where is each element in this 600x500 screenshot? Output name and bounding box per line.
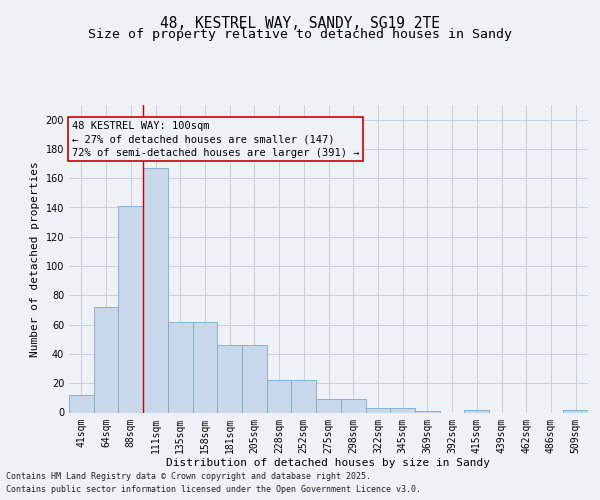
Bar [143,168,168,412]
Bar [464,410,489,412]
Bar [94,307,118,412]
Bar [168,322,193,412]
Y-axis label: Number of detached properties: Number of detached properties [30,161,40,356]
Bar [242,345,267,412]
Bar [193,322,217,412]
Bar [69,395,94,412]
X-axis label: Distribution of detached houses by size in Sandy: Distribution of detached houses by size … [167,458,491,468]
Bar [316,400,341,412]
Text: 48 KESTREL WAY: 100sqm
← 27% of detached houses are smaller (147)
72% of semi-de: 48 KESTREL WAY: 100sqm ← 27% of detached… [72,121,359,158]
Bar [390,408,415,412]
Bar [292,380,316,412]
Bar [217,345,242,412]
Bar [118,206,143,412]
Text: Contains HM Land Registry data © Crown copyright and database right 2025.: Contains HM Land Registry data © Crown c… [6,472,371,481]
Text: Size of property relative to detached houses in Sandy: Size of property relative to detached ho… [88,28,512,41]
Bar [415,411,440,412]
Bar [267,380,292,412]
Text: 48, KESTREL WAY, SANDY, SG19 2TE: 48, KESTREL WAY, SANDY, SG19 2TE [160,16,440,31]
Bar [341,400,365,412]
Bar [365,408,390,412]
Text: Contains public sector information licensed under the Open Government Licence v3: Contains public sector information licen… [6,485,421,494]
Bar [563,410,588,412]
